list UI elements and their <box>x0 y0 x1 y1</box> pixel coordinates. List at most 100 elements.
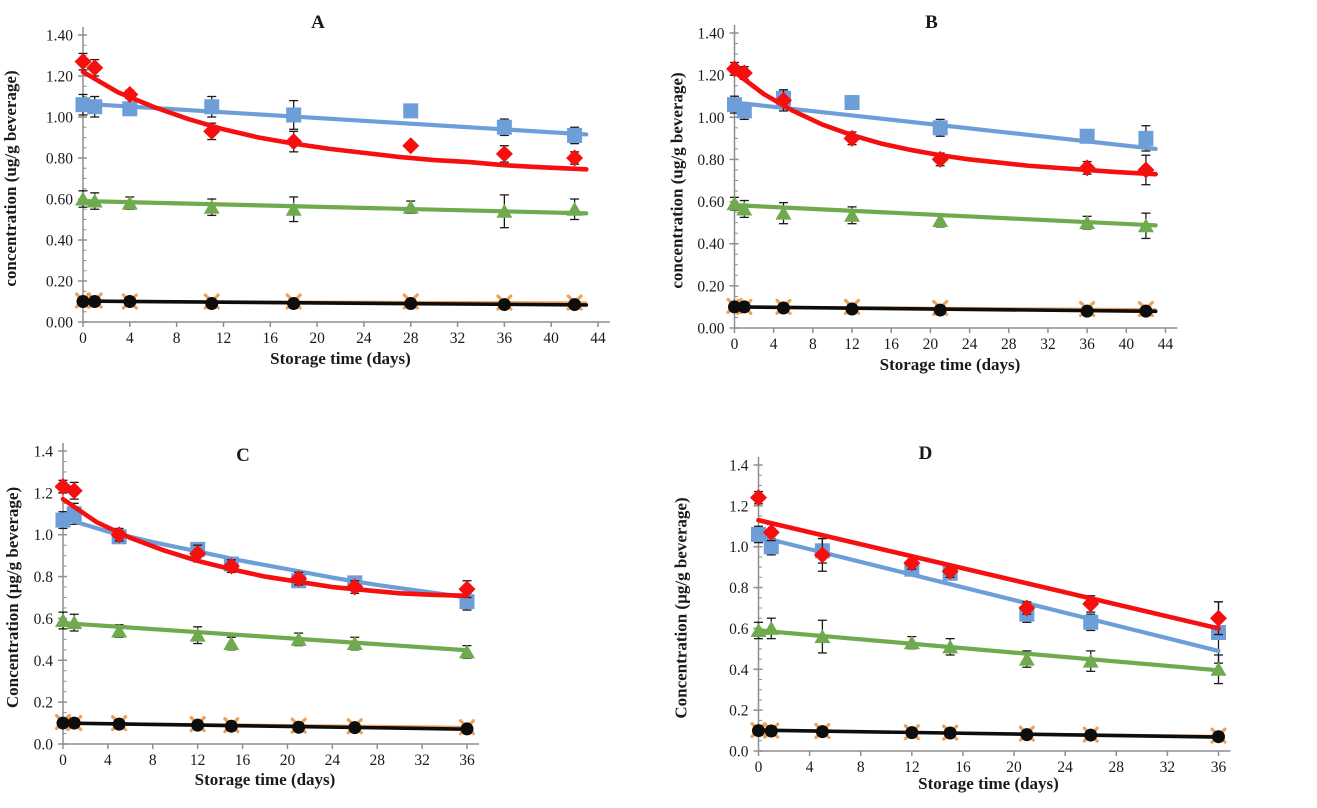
panel-b: 0.00 0.20 0.40 0.60 0.80 1.00 1.20 1.40 0 4 8 12 16 2… <box>658 0 1317 404</box>
y-tick-label: 0.40 <box>697 236 724 253</box>
marker-circle-black <box>76 295 90 308</box>
trendline-circle-black <box>756 728 1221 739</box>
x-tick-label: 20 <box>1006 759 1022 776</box>
marker-square-blue <box>736 103 752 119</box>
panel-c: 0.0 0.2 0.4 0.6 0.8 1.0 1.2 1.4 0 4 8 12 16 20 24 28 32 3… <box>0 404 658 808</box>
marker-triangle-green <box>285 201 302 216</box>
x-tick-label: 44 <box>590 330 606 347</box>
marker-square-blue <box>122 101 138 117</box>
x-tick-label: 40 <box>1119 336 1135 353</box>
x-tick-label: 32 <box>1040 336 1056 353</box>
marker-triangle-green <box>903 635 920 650</box>
y-tick-label: 0.80 <box>697 152 724 169</box>
marker-circle-black <box>205 297 219 311</box>
marker-triangle-green <box>932 213 949 228</box>
x-tick-label: 28 <box>1109 759 1125 776</box>
x-tick-label: 12 <box>216 330 232 347</box>
marker-diamond-red <box>65 482 83 500</box>
chart-panel-b: 0.00 0.20 0.40 0.60 0.80 1.00 1.20 1.40 0 4 8 12 16 2… <box>668 12 1178 374</box>
marker-diamond-red <box>54 478 72 496</box>
series-triangle-green <box>75 190 589 229</box>
x-tick-label: 32 <box>414 752 430 769</box>
marker-circle-black <box>1084 728 1098 742</box>
marker-diamond-red <box>750 489 767 507</box>
x-tick-label: 20 <box>280 752 296 769</box>
y-tick-label: 0.2 <box>34 695 53 712</box>
marker-circle-black <box>752 724 765 738</box>
marker-square-blue <box>1079 128 1095 144</box>
marker-diamond-red <box>1210 609 1227 627</box>
y-tick-label: 1.00 <box>697 110 724 127</box>
series-circle-black <box>76 295 589 312</box>
marker-triangle-green <box>736 201 753 216</box>
marker-triangle-green <box>66 615 83 630</box>
marker-square-blue <box>932 120 948 136</box>
marker-triangle-green <box>844 207 861 222</box>
marker-square-blue <box>751 526 766 542</box>
marker-circle-black <box>191 718 205 732</box>
marker-diamond-red <box>203 122 221 140</box>
marker-triangle-green <box>1082 653 1099 668</box>
y-axis-title: concentration (ug/g beverage) <box>668 72 687 288</box>
marker-circle-black <box>497 298 511 312</box>
x-tick-label: 4 <box>806 759 814 776</box>
marker-square-blue <box>567 127 583 143</box>
chart-panel-c: 0.0 0.2 0.4 0.6 0.8 1.0 1.2 1.4 0 4 8 12 16 20 24 28 32 3… <box>3 443 479 789</box>
x-tick-label: 8 <box>857 759 865 776</box>
marker-diamond-red <box>290 570 308 588</box>
marker-circle-black <box>568 298 582 312</box>
series-square-blue <box>727 89 1158 152</box>
y-tick-label: 0.6 <box>729 621 749 638</box>
y-tick-label: 0.4 <box>729 662 749 679</box>
marker-square-blue <box>204 99 220 115</box>
marker-circle-black <box>67 716 81 730</box>
marker-triangle-green <box>763 620 780 635</box>
x-tick-label: 36 <box>497 330 513 347</box>
panel-title: C <box>236 445 250 466</box>
marker-diamond-red <box>402 137 420 155</box>
marker-triangle-green <box>290 631 307 646</box>
x-tick-label: 0 <box>59 752 67 769</box>
marker-diamond-red <box>566 149 584 167</box>
marker-diamond-red <box>735 64 753 82</box>
marker-circle-black <box>815 725 829 739</box>
series-diamond-red <box>726 60 1159 186</box>
y-tick-label: 1.40 <box>697 26 724 43</box>
y-tick-label: 1.0 <box>729 539 749 556</box>
marker-circle-black <box>1020 728 1034 742</box>
marker-circle-black <box>287 297 301 311</box>
marker-triangle-green <box>750 622 767 637</box>
x-tick-label: 36 <box>1211 759 1227 776</box>
trendline-diamond-red <box>756 517 1221 631</box>
y-tick-label: 1.2 <box>34 485 53 502</box>
x-tick-label: 16 <box>883 336 899 353</box>
y-tick-label: 0.20 <box>697 278 724 295</box>
y-tick-label: 0.40 <box>46 233 73 250</box>
x-tick-label: 40 <box>543 330 559 347</box>
marker-triangle-green <box>814 629 831 644</box>
marker-diamond-red <box>495 145 513 163</box>
x-axis-title: Storage time (days) <box>195 770 336 789</box>
x-tick-label: 8 <box>809 336 817 353</box>
marker-diamond-red <box>941 562 959 580</box>
marker-circle-black <box>112 717 126 731</box>
marker-circle-black <box>764 724 778 738</box>
y-tick-label: 0.8 <box>34 569 54 586</box>
marker-triangle-green <box>1210 661 1227 676</box>
x-tick-label: 4 <box>126 330 134 347</box>
marker-triangle-green <box>75 191 91 206</box>
series-diamond-red <box>750 489 1227 636</box>
y-tick-label: 0.0 <box>34 737 54 754</box>
y-tick-label: 0.8 <box>729 580 749 597</box>
marker-circle-black <box>905 726 919 740</box>
y-tick-label: 1.40 <box>46 28 73 45</box>
axes <box>753 457 1231 756</box>
marker-triangle-green <box>459 644 475 659</box>
y-tick-label: 0.0 <box>729 744 749 761</box>
panel-a: 0.00 0.20 0.40 0.60 0.80 1.00 1.20 1.40 0 4 8 12 16 2… <box>0 0 658 404</box>
marker-circle-black <box>845 302 859 316</box>
panel-title: B <box>925 12 938 33</box>
marker-diamond-red <box>843 129 861 147</box>
series-circle-black <box>728 300 1158 318</box>
